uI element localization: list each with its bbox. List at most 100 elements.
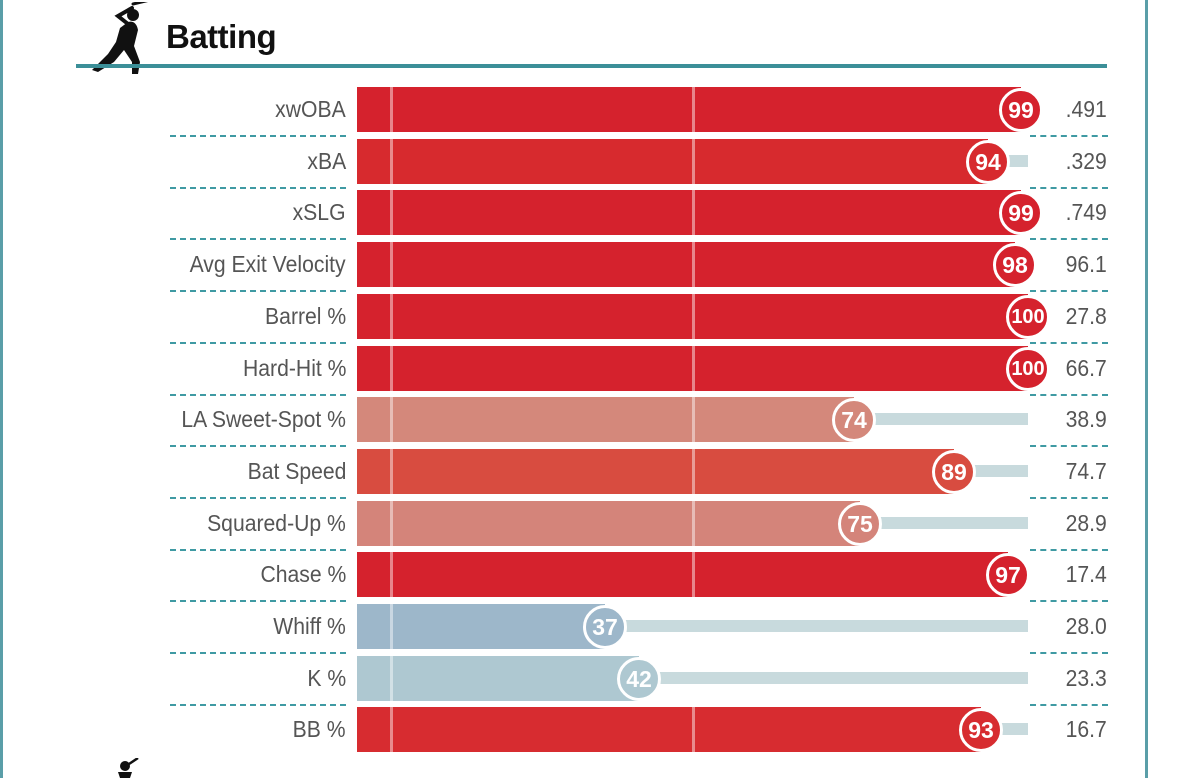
row-divider-left: [170, 238, 346, 240]
percentile-badge: 42: [617, 657, 661, 701]
percentile-badge: 97: [986, 553, 1030, 597]
row-divider-left: [170, 549, 346, 551]
next-section-icon: [118, 758, 139, 778]
gridline: [692, 242, 695, 287]
gridline: [390, 449, 393, 494]
gridline: [692, 87, 695, 132]
percentile-bar: [357, 139, 988, 184]
percentile-bar: [357, 242, 1015, 287]
row-divider-left: [170, 497, 346, 499]
percentile-badge: 89: [932, 450, 976, 494]
row-divider-left: [170, 445, 346, 447]
category-label: xBA: [307, 148, 346, 174]
gridline: [692, 190, 695, 235]
percentile-badge: 99: [999, 191, 1043, 235]
chart-row: xwOBA 99 .491: [0, 87, 1179, 132]
percentile-badge: 74: [832, 398, 876, 442]
gridline: [390, 707, 393, 752]
chart-row: Avg Exit Velocity 98 96.1: [0, 242, 1179, 287]
stat-value: 23.3: [1065, 665, 1107, 691]
percentile-bar: [357, 397, 854, 442]
chart-row: Hard-Hit % 100 66.7: [0, 346, 1179, 391]
percentile-badge: 93: [959, 708, 1003, 752]
gridline: [390, 656, 393, 701]
chart-row: xSLG 99 .749: [0, 190, 1179, 235]
chart-row: xBA 94 .329: [0, 139, 1179, 184]
percentile-bar: [357, 501, 860, 546]
row-divider-left: [170, 652, 346, 654]
category-label: Barrel %: [264, 303, 346, 329]
remaining-track: [639, 672, 1029, 684]
percentile-bar: [357, 190, 1021, 235]
stat-value: 66.7: [1065, 355, 1107, 381]
chart-row: Bat Speed 89 74.7: [0, 449, 1179, 494]
stat-value: 38.9: [1065, 406, 1107, 432]
category-label: Bat Speed: [247, 458, 346, 484]
percentile-badge: 75: [838, 502, 882, 546]
stat-value: 27.8: [1065, 303, 1107, 329]
category-label: xwOBA: [275, 96, 346, 122]
percentile-bar: [357, 552, 1008, 597]
percentile-badge: 98: [993, 243, 1037, 287]
stat-value: .329: [1065, 148, 1107, 174]
row-divider-right: [1030, 394, 1108, 396]
percentile-badge: 94: [966, 140, 1010, 184]
gridline: [390, 552, 393, 597]
frame-left-border: [0, 0, 3, 778]
stat-value: 17.4: [1065, 561, 1107, 587]
stat-value: 28.0: [1065, 613, 1107, 639]
stat-value: 16.7: [1065, 716, 1107, 742]
gridline: [390, 397, 393, 442]
gridline: [692, 707, 695, 752]
remaining-track: [860, 517, 1028, 529]
frame-right-border: [1145, 0, 1148, 778]
category-label: LA Sweet-Spot %: [181, 406, 346, 432]
row-divider-right: [1030, 497, 1108, 499]
percentile-bar: [357, 346, 1028, 391]
percentile-bar: [357, 294, 1028, 339]
gridline: [692, 501, 695, 546]
category-label: Hard-Hit %: [242, 355, 346, 381]
percentile-bar: [357, 87, 1021, 132]
gridline: [692, 552, 695, 597]
batter-silhouette-icon: [92, 2, 149, 75]
stat-value: 96.1: [1065, 251, 1107, 277]
row-divider-left: [170, 135, 346, 137]
row-divider-left: [170, 394, 346, 396]
percentile-bar: [357, 656, 639, 701]
row-divider-right: [1030, 290, 1108, 292]
category-label: K %: [307, 665, 346, 691]
percentile-badge: 99: [999, 88, 1043, 132]
gridline: [692, 397, 695, 442]
percentile-badge: 100: [1006, 347, 1050, 391]
row-divider-right: [1030, 549, 1108, 551]
row-divider-right: [1030, 600, 1108, 602]
gridline: [692, 139, 695, 184]
gridline: [692, 294, 695, 339]
gridline: [390, 346, 393, 391]
row-divider-right: [1030, 342, 1108, 344]
row-divider-left: [170, 342, 346, 344]
row-divider-right: [1030, 445, 1108, 447]
category-label: Chase %: [260, 561, 346, 587]
category-label: Whiff %: [273, 613, 346, 639]
category-label: Squared-Up %: [207, 510, 346, 536]
row-divider-left: [170, 290, 346, 292]
gridline: [692, 346, 695, 391]
percentile-badge: 37: [583, 605, 627, 649]
gridline: [390, 190, 393, 235]
gridline: [390, 294, 393, 339]
row-divider-right: [1030, 652, 1108, 654]
row-divider-right: [1030, 704, 1108, 706]
category-label: xSLG: [293, 199, 346, 225]
percentile-bar: [357, 707, 981, 752]
percentile-badge: 100: [1006, 295, 1050, 339]
row-divider-left: [170, 704, 346, 706]
stat-value: .491: [1065, 96, 1107, 122]
gridline: [390, 501, 393, 546]
percentile-bar: [357, 604, 605, 649]
chart-row: Chase % 97 17.4: [0, 552, 1179, 597]
section-title: Batting: [166, 18, 277, 55]
gridline: [692, 449, 695, 494]
chart-row: Squared-Up % 75 28.9: [0, 501, 1179, 546]
